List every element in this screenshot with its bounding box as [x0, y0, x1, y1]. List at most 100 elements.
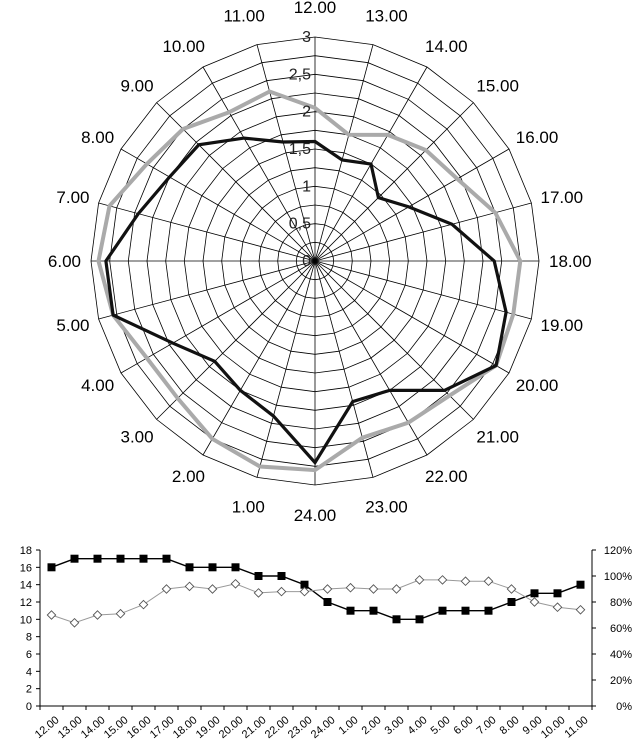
line-point-diamond — [460, 576, 471, 587]
line-point-diamond — [46, 610, 57, 620]
line-point-diamond — [276, 586, 287, 597]
line-point-diamond — [483, 576, 494, 587]
radar-category-label: 22.00 — [425, 467, 468, 486]
right-tick-label: 0% — [616, 701, 632, 713]
line-point-diamond — [299, 586, 310, 597]
radar-tick-label: 1 — [302, 178, 311, 195]
line-point-square — [323, 598, 332, 606]
radar-spoke — [314, 260, 510, 374]
radar-tick-label: 2,5 — [289, 66, 311, 83]
line-point-diamond — [184, 581, 195, 592]
x-tick-label: 1.00 — [337, 714, 361, 737]
x-tick-label: 12.00 — [33, 714, 62, 741]
x-tick-label: 7.00 — [475, 714, 499, 737]
x-tick-label: 18.00 — [171, 714, 200, 741]
left-tick-label: 8 — [26, 632, 32, 644]
x-tick-label: 19.00 — [194, 714, 223, 741]
line-point-diamond — [575, 604, 586, 615]
radar-spoke — [314, 260, 428, 456]
radar-spoke — [202, 260, 316, 456]
line-point-diamond — [92, 610, 103, 620]
radar-series-1-line — [104, 136, 508, 466]
right-tick-label: 100% — [604, 571, 632, 583]
line-point-square — [369, 606, 378, 615]
line-point-diamond — [230, 578, 241, 589]
x-tick-label: 24.00 — [309, 714, 338, 741]
x-tick-label: 3.00 — [383, 714, 407, 737]
line-point-square — [162, 554, 171, 563]
radar-category-label: 11.00 — [224, 7, 265, 26]
left-tick-label: 18 — [20, 545, 32, 557]
line-point-diamond — [161, 584, 172, 594]
right-tick-label: 80% — [610, 597, 632, 609]
right-tick-label: 20% — [610, 675, 632, 687]
line-point-square — [530, 589, 539, 598]
line-series-2 — [51, 579, 581, 624]
radar-spoke — [156, 102, 316, 262]
radar-tick-label: 2 — [302, 104, 311, 121]
radar-category-label: 1.00 — [232, 498, 265, 517]
line-point-diamond — [506, 584, 517, 594]
x-tick-label: 13.00 — [56, 714, 85, 741]
radar-tick-label: 1,5 — [289, 141, 311, 158]
left-tick-label: 2 — [26, 684, 32, 696]
x-tick-label: 4.00 — [406, 714, 430, 737]
line-point-square — [300, 580, 309, 589]
radar-category-label: 20.00 — [516, 376, 559, 395]
radar-grid — [90, 36, 540, 486]
line-point-square — [70, 554, 79, 563]
x-tick-label: 10.00 — [539, 714, 568, 741]
left-tick-label: 12 — [20, 597, 32, 609]
radar-category-label: 21.00 — [476, 427, 519, 446]
radar-category-label: 23.00 — [365, 498, 408, 517]
radar-spoke — [120, 260, 316, 374]
radar-spoke — [98, 202, 316, 262]
radar-category-label: 13.00 — [365, 7, 408, 26]
line-point-diamond — [322, 584, 333, 594]
radar-category-label: 10.00 — [162, 37, 205, 56]
radar-category-label: 7.00 — [56, 188, 89, 207]
line-point-square — [208, 563, 217, 572]
line-point-diamond — [138, 599, 149, 610]
radar-labels: 0 0,5 1 1,5 2 2,5 3 12.00 13.00 14.00 15.00 16.00 17… — [48, 0, 592, 525]
left-tick-label: 6 — [26, 649, 32, 661]
radar-spoke — [256, 260, 316, 478]
x-tick-label: 21.00 — [240, 714, 269, 741]
x-tick-label: 2.00 — [360, 714, 384, 737]
left-tick-label: 16 — [20, 562, 32, 574]
radar-spoke — [314, 260, 474, 420]
radar-chart: 0 0,5 1 1,5 2 2,5 3 12.00 13.00 14.00 15.00 16.00 17… — [48, 0, 592, 525]
line-point-square — [185, 563, 194, 572]
line-point-square — [254, 572, 263, 580]
radar-spoke — [314, 260, 374, 478]
x-tick-label: 14.00 — [79, 714, 108, 741]
radar-series-2-line — [96, 89, 523, 473]
line-series-1 — [51, 558, 581, 621]
x-tick-label: 15.00 — [102, 714, 131, 741]
radar-category-label: 9.00 — [121, 77, 154, 96]
radar-spoke — [120, 148, 316, 262]
line-point-diamond — [552, 602, 563, 613]
radar-spoke — [98, 260, 316, 320]
radar-category-label: 18.00 — [549, 252, 592, 271]
right-tick-label: 40% — [610, 649, 632, 661]
radar-category-label: 6.00 — [48, 252, 81, 271]
radar-category-label: 8.00 — [81, 128, 114, 147]
radar-spoke — [314, 102, 474, 262]
radar-category-label: 24.00 — [294, 506, 337, 525]
left-tick-label: 10 — [20, 614, 32, 626]
radar-category-label: 17.00 — [541, 188, 584, 207]
line-point-square — [116, 554, 125, 563]
left-tick-label: 14 — [20, 580, 32, 592]
line-point-diamond — [391, 584, 402, 594]
right-tick-label: 60% — [610, 623, 632, 635]
line-point-diamond — [414, 575, 425, 585]
x-tick-label: 23.00 — [286, 714, 315, 741]
x-tick-label: 11.00 — [562, 714, 590, 740]
radar-category-label: 14.00 — [425, 37, 468, 56]
line-point-diamond — [368, 584, 379, 594]
radar-spoke — [156, 260, 316, 420]
radar-category-label: 4.00 — [81, 376, 114, 395]
line-series — [46, 554, 586, 628]
radar-tick-label: 0 — [302, 253, 311, 270]
